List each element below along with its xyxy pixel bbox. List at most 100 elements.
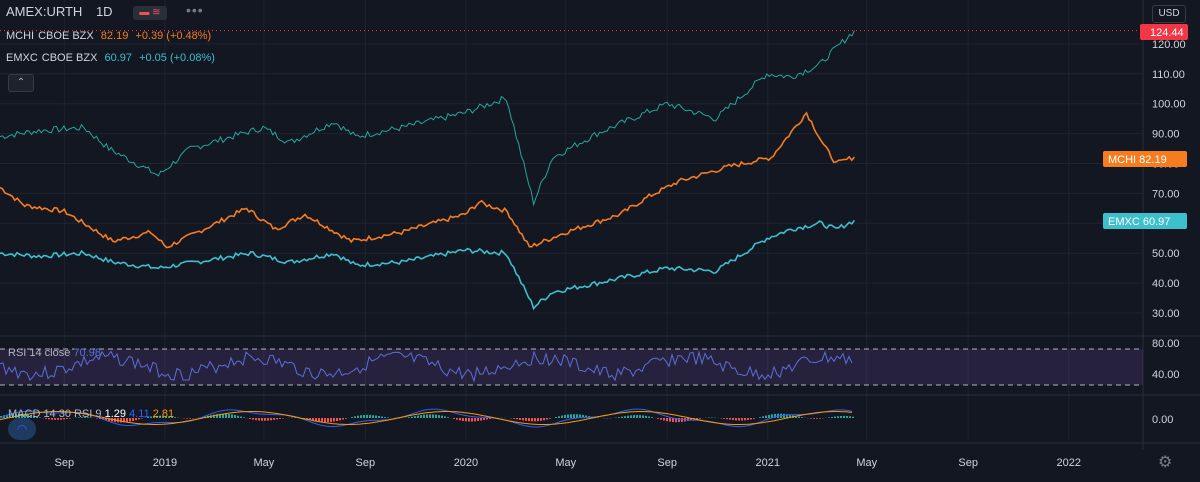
series-line-amex-urth[interactable] (0, 30, 855, 207)
macd-histogram-bar (828, 417, 830, 418)
macd-histogram-bar (12, 413, 14, 418)
macd-histogram-bar (105, 418, 107, 421)
macd-histogram-bar (273, 418, 275, 420)
macd-histogram-bar (786, 414, 788, 418)
macd-histogram-bar (636, 415, 638, 418)
macd-legend[interactable]: MACD 14 30 RSI 9 1.29 4.11 2.81 (8, 408, 174, 420)
macd-histogram-bar (486, 418, 488, 420)
macd-histogram-bar (258, 418, 260, 421)
price-scale-labels: 124.44 MCHI 82.19 EMXC 60.97 (1103, 24, 1188, 229)
macd-histogram-bar (690, 418, 692, 421)
compare-legend-emxc[interactable]: EMXC CBOE BZX 60.97 +0.05 (+0.08%) (6, 52, 219, 64)
macd-histogram-bar (327, 418, 329, 423)
visibility-toggle-icon[interactable]: ▬ ≋ (133, 6, 167, 20)
macd-histogram-bar (381, 416, 383, 418)
macd-histogram-bar (237, 415, 239, 418)
macd-histogram-bar (138, 418, 140, 420)
macd-histogram-bar (423, 414, 425, 418)
macd-histogram-bar (60, 418, 62, 420)
macd-histogram-bar (357, 415, 359, 418)
gear-icon[interactable]: ⚙ (1158, 454, 1173, 471)
compare-legend-mchi[interactable]: MCHI CBOE BZX 82.19 +0.39 (+0.48%) (6, 30, 215, 42)
symbol-name[interactable]: AMEX:URTH (6, 4, 83, 19)
macd-histogram-bar (747, 418, 749, 420)
macd-histogram-bar (81, 417, 83, 418)
rsi-lower-label: 40.00 (1152, 369, 1180, 381)
macd-histogram-bar (579, 414, 581, 418)
time-tick-label: Sep (356, 457, 376, 469)
time-tick-label: 2021 (756, 457, 780, 469)
macd-histogram-bar (48, 418, 50, 420)
macd-histogram-bar (156, 415, 158, 418)
price-axis[interactable]: 30.0040.0050.0060.0070.0080.0090.00100.0… (1152, 39, 1186, 320)
rsi-legend[interactable]: RSI 14 close 70.98 (8, 347, 101, 359)
macd-histogram-bar (306, 418, 308, 420)
macd-histogram-bar (549, 418, 551, 419)
macd-label: MACD 14 30 RSI 9 (8, 408, 102, 420)
macd-histogram-bar (336, 418, 338, 421)
macd-histogram-bar (462, 418, 464, 421)
macd-histogram-bar (639, 415, 641, 418)
more-options-icon[interactable]: ••• (186, 2, 204, 18)
macd-histogram-bar (582, 414, 584, 418)
macd-histogram-bar (45, 418, 47, 419)
macd-histogram-bar (750, 418, 752, 420)
macd-histogram-bar (345, 418, 347, 419)
macd-histogram-bar (519, 418, 521, 420)
macd-histogram-bar (414, 416, 416, 418)
macd-histogram-bar (645, 415, 647, 418)
macd-histogram-bar (489, 418, 491, 419)
tradingview-logo-icon[interactable]: ◠ (8, 418, 36, 440)
macd-histogram-bar (279, 418, 281, 419)
time-tick-label: Sep (958, 457, 978, 469)
macd-histogram-bar (171, 416, 173, 418)
macd-histogram-bar (852, 416, 854, 418)
macd-histogram-bar (474, 418, 476, 422)
macd-histogram-bar (540, 418, 542, 421)
macd-zero-label: 0.00 (1152, 414, 1173, 426)
macd-histogram-bar (657, 418, 659, 419)
macd-histogram-bar (459, 418, 461, 421)
macd-histogram-bar (465, 418, 467, 422)
macd-histogram-bar (99, 418, 101, 420)
macd-histogram-bar (51, 418, 53, 420)
currency-chip[interactable]: USD (1152, 5, 1186, 23)
macd-signal-line (0, 411, 853, 425)
interval-label[interactable]: 1D (95, 4, 113, 19)
macd-histogram-bar (477, 418, 479, 422)
macd-histogram-bar (774, 413, 776, 418)
macd-histogram-bar (744, 418, 746, 421)
macd-histogram-bar (261, 418, 263, 421)
macd-histogram-bar (63, 418, 65, 420)
collapse-legend-button[interactable]: ⌃ (8, 74, 34, 92)
price-tick-label: 70.00 (1152, 188, 1180, 200)
macd-histogram-bar (543, 418, 545, 421)
macd-histogram-bar (732, 418, 734, 421)
macd-histogram-bar (834, 416, 836, 418)
macd-histogram-bar (432, 414, 434, 418)
time-axis[interactable]: Sep 2019 May Sep 2020 May Sep 2021 May Sep 2022 (55, 457, 1081, 469)
macd-histogram-bar (87, 417, 89, 418)
macd-histogram-bar (621, 416, 623, 418)
macd-histogram-bar (468, 418, 470, 422)
macd-histogram-bar (783, 413, 785, 418)
macd-hist-value: 1.29 (104, 408, 127, 420)
macd-histogram-bar (435, 414, 437, 418)
macd-histogram-bar (723, 418, 725, 419)
macd-histogram-bar (9, 414, 11, 418)
macd-histogram-bar (249, 418, 251, 419)
macd-histogram-bar (375, 415, 377, 418)
macd-histogram-bar (765, 415, 767, 418)
series-line-emxc[interactable] (0, 219, 856, 311)
main-symbol-legend[interactable]: AMEX:URTH 1D (6, 4, 117, 19)
time-tick-label: 2022 (1057, 457, 1081, 469)
macd-histogram-bar (678, 418, 680, 423)
price-tick-label: 110.00 (1152, 69, 1185, 81)
macd-histogram-bar (315, 418, 317, 421)
macd-histogram-bar (675, 418, 677, 423)
series-line-mchi[interactable] (0, 111, 856, 249)
macd-histogram-bar (132, 418, 134, 421)
rsi-upper-label: 80.00 (1152, 338, 1180, 350)
macd-histogram-bar (531, 418, 533, 422)
